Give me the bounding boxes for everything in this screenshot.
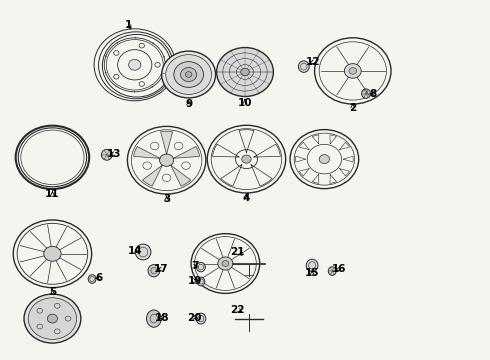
Ellipse shape [162,51,216,98]
Ellipse shape [298,61,309,72]
Ellipse shape [182,162,190,169]
Ellipse shape [180,68,197,81]
Ellipse shape [101,149,112,160]
Text: 6: 6 [96,273,102,283]
Ellipse shape [148,265,160,277]
Ellipse shape [174,62,203,87]
Text: 16: 16 [332,264,346,274]
Text: 4: 4 [243,193,250,203]
Ellipse shape [197,277,205,286]
Text: 19: 19 [187,276,202,286]
Ellipse shape [236,150,257,168]
Text: 10: 10 [238,98,252,108]
Ellipse shape [44,246,61,261]
Text: 21: 21 [230,247,245,257]
Polygon shape [173,147,199,158]
Ellipse shape [319,155,330,163]
Text: 15: 15 [305,268,319,278]
Text: 22: 22 [230,305,245,315]
Text: 11: 11 [45,189,60,199]
Text: 20: 20 [187,312,202,323]
Text: 18: 18 [154,312,169,323]
Ellipse shape [143,162,151,169]
Ellipse shape [135,244,151,260]
Text: 5: 5 [49,287,56,297]
Ellipse shape [344,64,361,78]
Ellipse shape [362,89,370,98]
Ellipse shape [88,275,96,283]
Ellipse shape [328,267,336,275]
Ellipse shape [218,257,233,270]
Polygon shape [143,165,163,186]
Ellipse shape [24,294,81,343]
Ellipse shape [150,142,159,150]
Ellipse shape [48,314,57,323]
Ellipse shape [174,142,183,150]
Ellipse shape [162,174,171,181]
Text: 3: 3 [163,194,170,204]
Ellipse shape [166,55,212,94]
Text: 9: 9 [185,99,192,109]
Ellipse shape [196,262,205,272]
Ellipse shape [147,310,161,327]
Ellipse shape [306,259,318,271]
Text: 7: 7 [191,261,198,271]
Polygon shape [134,147,160,158]
Ellipse shape [160,154,173,166]
Polygon shape [171,165,191,186]
Ellipse shape [185,72,192,77]
Ellipse shape [196,313,206,324]
Ellipse shape [241,68,249,76]
Ellipse shape [349,68,357,74]
Text: 12: 12 [305,57,320,67]
Ellipse shape [129,59,141,70]
Text: 13: 13 [107,149,122,159]
Text: 17: 17 [153,264,168,274]
Text: 14: 14 [128,246,143,256]
Polygon shape [161,131,172,154]
Text: 1: 1 [125,20,132,30]
Text: 8: 8 [370,89,377,99]
Ellipse shape [222,261,229,266]
Text: 2: 2 [349,103,356,113]
Ellipse shape [217,48,273,96]
Ellipse shape [242,155,251,163]
Ellipse shape [28,298,76,339]
